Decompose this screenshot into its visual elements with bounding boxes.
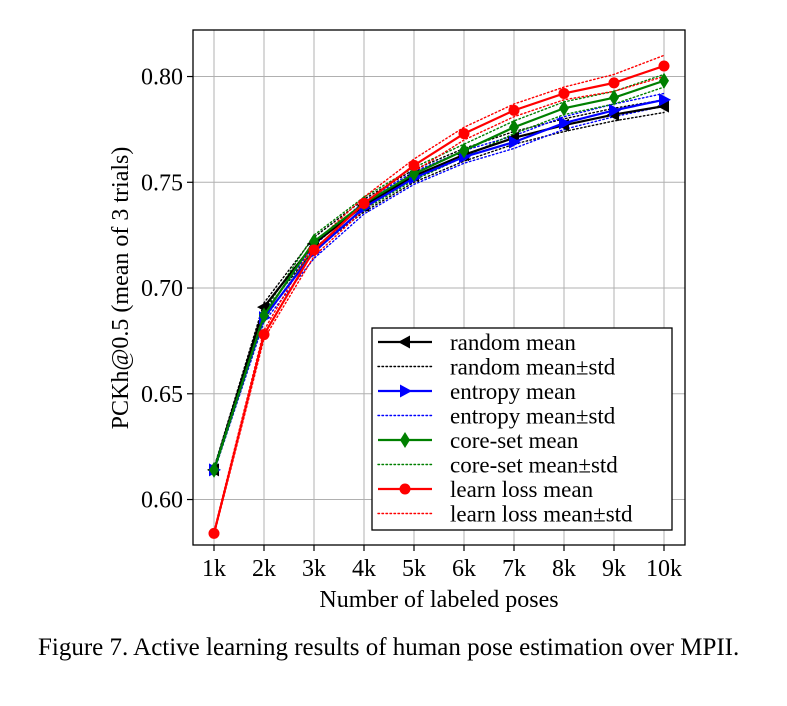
random-legend-marker — [398, 335, 410, 349]
random-std-legend-label: random mean±std — [450, 355, 616, 380]
core-set-point — [559, 100, 569, 117]
learn-loss-point — [508, 104, 520, 116]
learn-loss-point — [208, 527, 220, 539]
random-mean-line — [212, 105, 665, 471]
random-std-lower-line — [213, 111, 665, 473]
y-tick-label: 0.65 — [141, 382, 183, 408]
core-set-point — [459, 142, 469, 159]
entropy-point — [659, 93, 671, 107]
learn-loss-point — [358, 197, 370, 209]
y-axis-label: PCKh@0.5 (mean of 3 trials) — [108, 147, 134, 430]
entropy-point — [559, 116, 571, 130]
random-legend-label: random mean — [450, 330, 576, 355]
learn-loss-point — [258, 329, 270, 341]
core-set-point — [659, 72, 669, 89]
core-set-point — [509, 119, 519, 136]
core-set-point — [609, 89, 619, 106]
entropy-point — [609, 103, 621, 117]
x-tick-label: 3k — [302, 556, 326, 582]
x-tick-label: 2k — [252, 556, 276, 582]
x-axis-label: Number of labeled poses — [319, 587, 558, 613]
entropy-std-legend-label: entropy mean±std — [450, 404, 616, 429]
ticks: 1k 2k 3k 4k 5k 6k 7k 8k 9k 10k 0.60 0.65 0.70 0.75 0.8… — [141, 65, 682, 582]
learn-loss-legend-label: learn loss mean — [450, 477, 594, 502]
learn-loss-std-upper-line — [213, 54, 665, 532]
learn-loss-point — [608, 77, 620, 89]
learn-loss-point — [458, 128, 470, 140]
y-tick-label: 0.70 — [141, 276, 183, 302]
legend-frame — [371, 327, 673, 531]
x-tick-label: 10k — [646, 556, 682, 582]
entropy-mean-line — [212, 98, 665, 471]
random-point — [257, 300, 269, 314]
learn-loss-point — [658, 60, 670, 72]
y-tick-label: 0.75 — [141, 170, 183, 196]
core-set-point — [209, 461, 219, 478]
mean-lines — [207, 60, 671, 539]
learn-loss-std-legend-label: learn loss mean±std — [450, 502, 633, 527]
learn-loss-legend-marker — [399, 483, 411, 495]
entropy-legend-marker — [400, 384, 412, 398]
entropy-point — [509, 135, 521, 149]
core-set-legend-marker — [400, 432, 410, 448]
y-tick-label: 0.60 — [141, 488, 183, 514]
learn-loss-std-lower-line — [213, 75, 665, 537]
learn-loss-mean-line — [212, 64, 665, 534]
x-tick-label: 5k — [402, 556, 426, 582]
entropy-legend-label: entropy mean — [450, 379, 576, 404]
x-tick-label: 9k — [602, 556, 626, 582]
learn-loss-point — [558, 87, 570, 99]
core-set-mean-line — [212, 79, 665, 471]
learn-loss-point — [308, 244, 320, 256]
x-tick-label: 7k — [502, 556, 526, 582]
line-chart: 1k 2k 3k 4k 5k 6k 7k 8k 9k 10k 0.60 0.65 0.70 0.75 0.8… — [108, 29, 686, 613]
grid — [193, 30, 685, 545]
y-tick-label: 0.80 — [141, 65, 183, 91]
random-point — [657, 99, 669, 113]
core-set-std-legend-label: core-set mean±std — [450, 453, 618, 478]
x-tick-label: 8k — [552, 556, 576, 582]
core-set-point — [259, 307, 269, 324]
entropy-std-lower-line — [213, 105, 665, 473]
learn-loss-point — [408, 159, 420, 171]
figure-caption: Figure 7. Active learning results of hum… — [38, 634, 740, 661]
x-tick-label: 6k — [452, 556, 476, 582]
core-set-legend-label: core-set mean — [450, 428, 579, 453]
x-tick-label: 4k — [352, 556, 376, 582]
x-tick-label: 1k — [202, 556, 226, 582]
random-std-upper-line — [213, 99, 665, 469]
